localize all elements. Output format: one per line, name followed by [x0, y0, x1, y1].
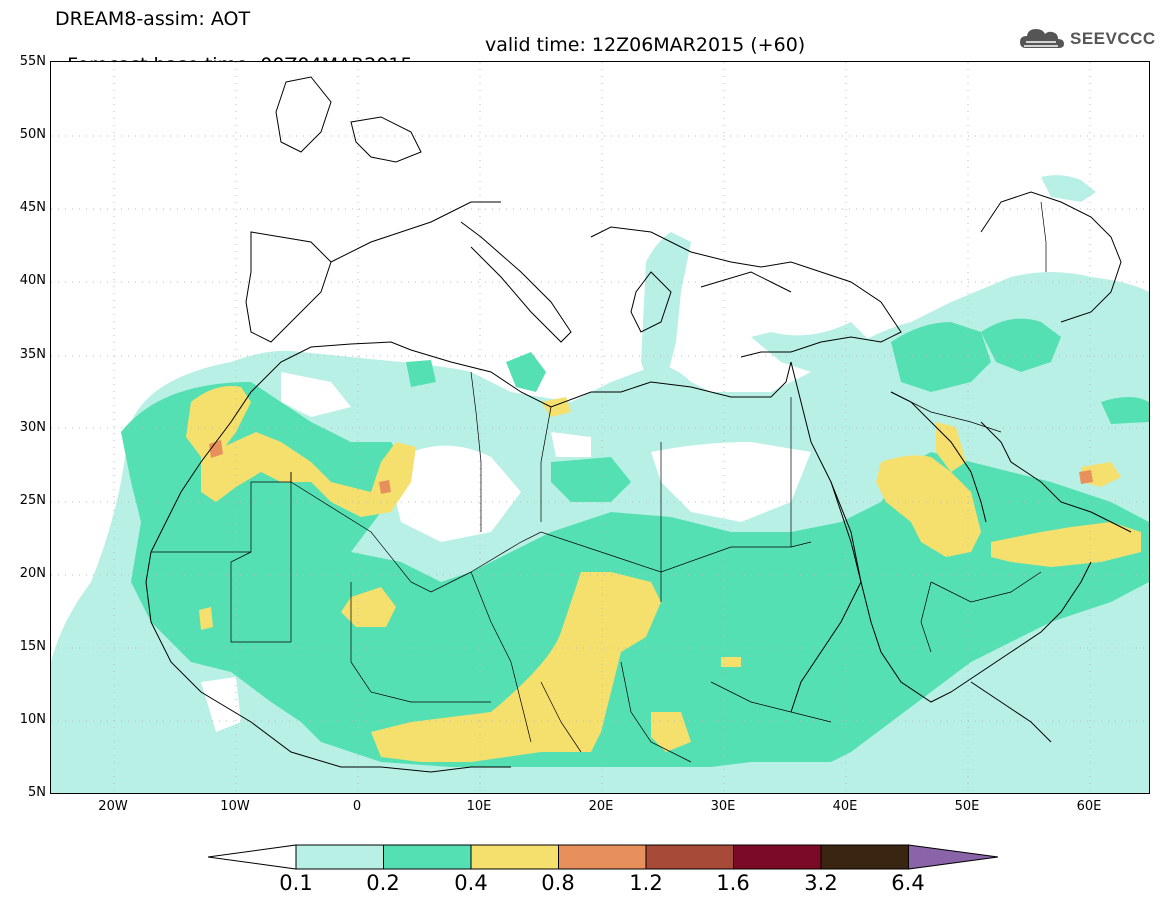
colorbar-label-0.2: 0.2 [366, 871, 400, 895]
aot-colorbar [208, 844, 999, 870]
colorbar-low-arrow [208, 844, 297, 870]
lat-label-5n: 5N [28, 785, 46, 800]
colorbar-label-0.4: 0.4 [454, 871, 488, 895]
colorbar-bin-0.1-0.2 [295, 844, 384, 870]
lat-label-25n: 25N [19, 493, 46, 508]
colorbar-label-1.6: 1.6 [716, 871, 750, 895]
aot-band-0.8-1.2 [209, 440, 1093, 494]
colorbar-label-6.4: 6.4 [891, 871, 925, 895]
aot-band-0.4-0.8 [186, 386, 1141, 762]
lon-label-10e: 10E [466, 799, 492, 814]
colorbar-bin-3.2-6.4 [820, 844, 909, 870]
lat-label-40n: 40N [19, 273, 46, 288]
graticule [51, 62, 1149, 793]
colorbar-bin-0.8-1.2 [558, 844, 647, 870]
lon-label-10w: 10W [220, 799, 250, 814]
lon-label-50e: 50E [954, 799, 980, 814]
lat-label-50n: 50N [19, 127, 46, 142]
lat-label-35n: 35N [19, 347, 46, 362]
seevccc-logo: SEEVCCC [1018, 24, 1156, 54]
colorbar-label-0.1: 0.1 [279, 871, 313, 895]
lon-label-60e: 60E [1076, 799, 1102, 814]
lon-label-30e: 30E [710, 799, 736, 814]
lat-label-55n: 55N [19, 54, 46, 69]
cloud-icon [1020, 29, 1064, 48]
lat-label-10n: 10N [19, 712, 46, 727]
colorbar-label-0.8: 0.8 [541, 871, 575, 895]
colorbar-bin-1.6-3.2 [733, 844, 822, 870]
lon-label-20e: 20E [588, 799, 614, 814]
map-panel [50, 61, 1150, 794]
aot-map [51, 62, 1149, 793]
lat-label-30n: 30N [19, 420, 46, 435]
country-borders [151, 201, 1047, 763]
colorbar-label-3.2: 3.2 [804, 871, 838, 895]
colorbar-bin-0.2-0.4 [383, 844, 472, 870]
lon-label-40e: 40E [832, 799, 858, 814]
colorbar-bin-0.4-0.8 [470, 844, 559, 870]
lat-label-45n: 45N [19, 200, 46, 215]
map-title: DREAM8-assim: AOT [55, 8, 251, 30]
coastlines [145, 76, 1132, 773]
lon-label-20w: 20W [98, 799, 128, 814]
logo-text: SEEVCCC [1070, 29, 1156, 48]
lat-label-20n: 20N [19, 566, 46, 581]
lat-label-15n: 15N [19, 639, 46, 654]
colorbar-bin-1.2-1.6 [645, 844, 734, 870]
valid-time: valid time: 12Z06MAR2015 (+60) [485, 34, 806, 56]
colorbar-high-arrow [908, 844, 999, 870]
lon-label-0: 0 [352, 799, 362, 814]
colorbar-label-1.2: 1.2 [629, 871, 663, 895]
